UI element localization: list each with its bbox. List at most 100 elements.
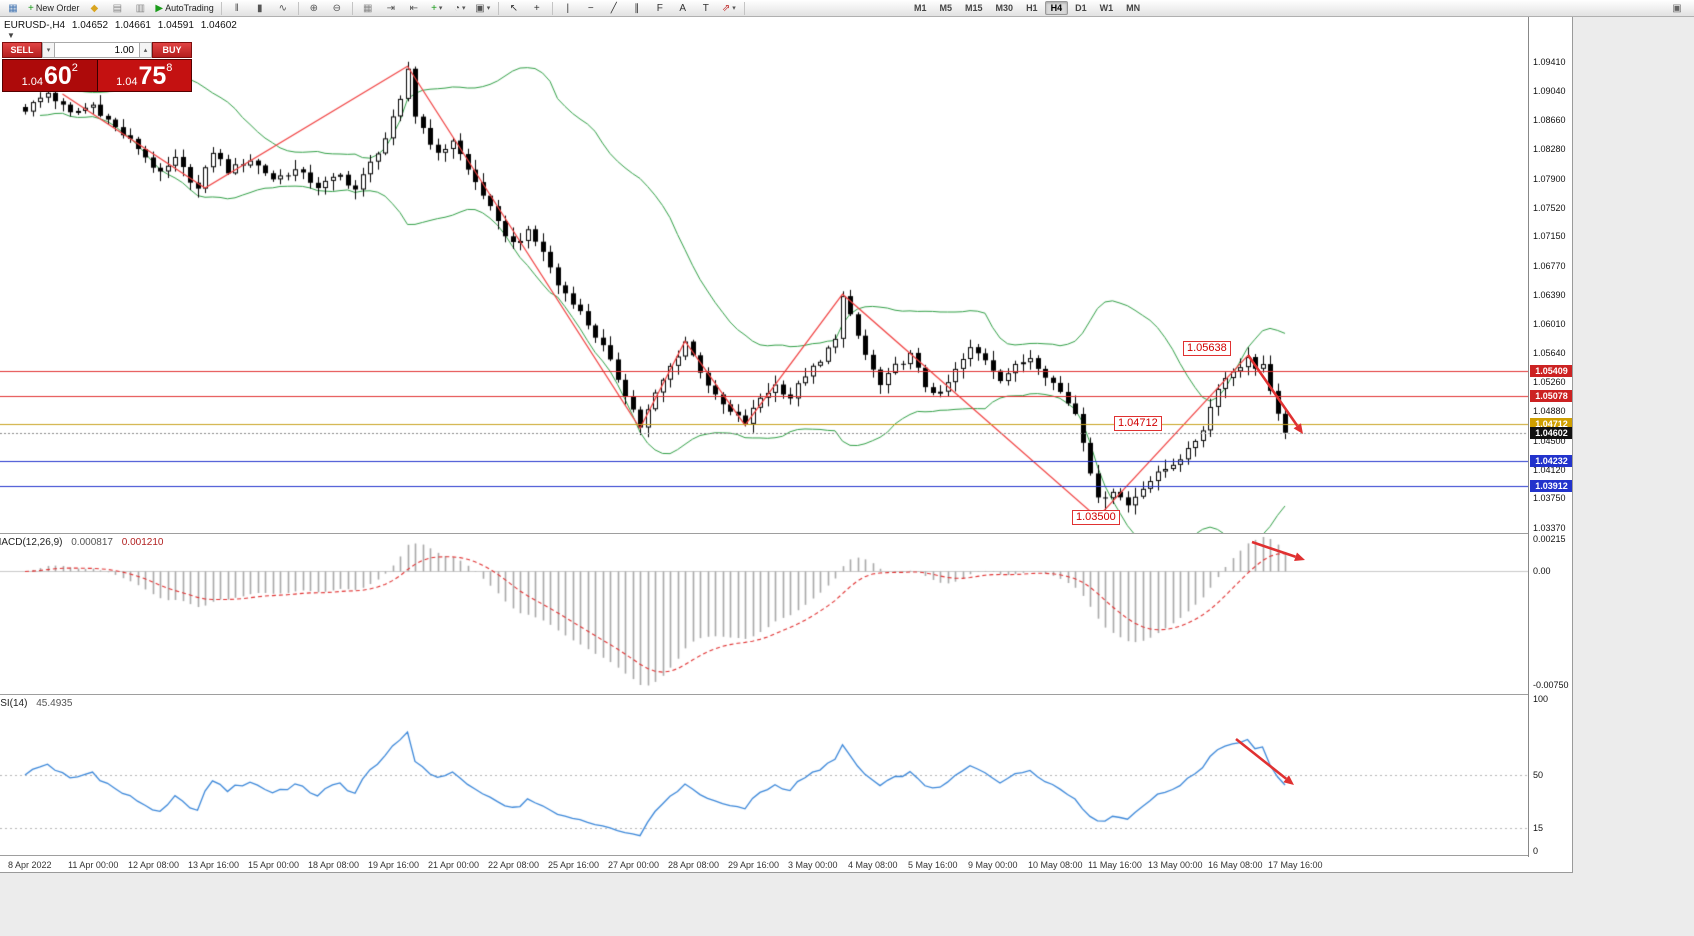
time-label: 15 Apr 00:00 (248, 860, 300, 870)
arrows-tool-icon[interactable]: ⇗ ▾ (719, 1, 739, 16)
macd-canvas[interactable] (0, 534, 1528, 694)
timeframe-m1-button[interactable]: M1 (914, 3, 927, 13)
chart-window: 1.09410 1.09040 1.08660 1.08280 1.07900 1.075… (0, 17, 1573, 873)
crosshair-icon-glyph: + (533, 2, 540, 14)
chart-window-icon[interactable]: ▦ (3, 1, 23, 16)
price-tick-label: 1.03370 (1533, 522, 1566, 533)
price-chart-canvas[interactable] (0, 17, 1528, 533)
timeframe-w1-button[interactable]: W1 (1099, 3, 1114, 13)
sell-button[interactable]: SELL (2, 42, 42, 58)
toolbar-separator (497, 1, 499, 15)
time-label: 22 Apr 08:00 (488, 860, 540, 870)
volume-input[interactable]: 1.00 (55, 42, 139, 58)
time-label: 17 May 16:00 (1268, 860, 1323, 870)
price-tick-label: 1.03750 (1533, 493, 1566, 504)
new-order-button[interactable]: + New Order (26, 1, 81, 16)
horizontal-line-icon[interactable]: − (581, 1, 601, 16)
price-annotation[interactable]: 1.03500 (1072, 510, 1120, 525)
time-label: 28 Apr 08:00 (668, 860, 720, 870)
macd-tick-label: 0.00 (1533, 566, 1551, 577)
autotrading-button[interactable]: ▶ AutoTrading (153, 1, 215, 16)
time-label: 5 May 16:00 (908, 860, 958, 870)
tile-windows-icon[interactable]: ▦ (358, 1, 378, 16)
dropdown-arrow-icon: ▾ (462, 5, 466, 12)
oneclick-collapse-icon[interactable]: ▼ (7, 31, 15, 40)
price-annotation[interactable]: 1.05638 (1183, 341, 1231, 356)
price-tick-label: 1.05640 (1533, 347, 1566, 358)
timeframe-h4-button[interactable]: H4 (1044, 1, 1069, 15)
trendline-icon[interactable]: ╱ (604, 1, 624, 16)
fibonacci-icon[interactable]: F (650, 1, 670, 16)
zoom-in-icon-glyph: ⊕ (309, 2, 318, 14)
rsi-canvas[interactable] (0, 695, 1528, 855)
bid-prefix: 1.04 (21, 76, 43, 88)
cursor-icon[interactable]: ↖ (504, 1, 524, 16)
trendline-icon-glyph: ╱ (610, 2, 617, 14)
timeframe-d1-button[interactable]: D1 (1075, 3, 1087, 13)
chart-profiles-icon[interactable]: ◆ (84, 1, 104, 16)
time-label: 9 May 00:00 (968, 860, 1018, 870)
ask-point: 8 (166, 62, 173, 74)
chart-profiles-icon-glyph: ◆ (90, 2, 99, 14)
auto-scroll-icon[interactable]: ⇥ (381, 1, 401, 16)
time-label: 21 Apr 00:00 (428, 860, 480, 870)
templates-icon[interactable]: ▣ ▾ (473, 1, 493, 16)
bar-chart-icon-glyph: ‖ (234, 2, 239, 14)
help-docs-icon[interactable]: ▣ (1667, 1, 1687, 16)
data-window-icon[interactable]: ▥ (130, 1, 150, 16)
text-icon[interactable]: A (673, 1, 693, 16)
channel-icon-glyph: ∥ (634, 2, 640, 14)
crosshair-icon[interactable]: + (527, 1, 547, 16)
chart-window-icon-glyph: ▦ (8, 2, 18, 14)
time-label: 11 May 16:00 (1088, 860, 1142, 870)
rsi-value: 45.4935 (36, 698, 73, 709)
rsi-tick-label: 0 (1533, 846, 1539, 856)
periods-icon[interactable]: ◔ ▾ (450, 1, 470, 16)
bar-chart-icon[interactable]: ‖ (227, 1, 247, 16)
pane-separator-1[interactable] (0, 533, 1572, 534)
zoom-in-icon[interactable]: ⊕ (304, 1, 324, 16)
volume-up-button[interactable]: ▴ (139, 42, 152, 58)
price-axis[interactable]: 1.09410 1.09040 1.08660 1.08280 1.07900 1.075… (1528, 17, 1572, 857)
timeframe-m5-button[interactable]: M5 (939, 3, 953, 13)
price-tick-label: 1.05260 (1533, 377, 1566, 388)
ask-prefix: 1.04 (116, 76, 138, 88)
candlestick-chart-icon[interactable]: ▮ (250, 1, 270, 16)
bid-price[interactable]: 1.04 60 2 (3, 60, 97, 91)
auto-scroll-icon-glyph: ⇥ (386, 2, 395, 14)
time-label: 25 Apr 16:00 (548, 860, 600, 870)
price-tick-label: 1.04120 (1533, 464, 1566, 475)
macd-tick-label: 0.00215 (1533, 533, 1566, 544)
bid-pips: 60 (43, 62, 72, 90)
buy-button[interactable]: BUY (152, 42, 192, 58)
time-axis[interactable]: 8 Apr 2022 11 Apr 00:00 12 Apr 08:00 13 Apr… (0, 857, 1572, 872)
price-level-tag: 1.05409 (1530, 364, 1572, 377)
price-annotation[interactable]: 1.04712 (1114, 416, 1162, 431)
market-watch-icon[interactable]: ▤ (107, 1, 127, 16)
dropdown-arrow-icon: ▾ (732, 5, 736, 12)
market-watch-icon-glyph: ▤ (112, 2, 123, 14)
time-axis-separator (0, 855, 1572, 856)
line-chart-icon[interactable]: ∿ (273, 1, 293, 16)
ask-price[interactable]: 1.04 75 8 (97, 60, 191, 91)
pane-separator-2[interactable] (0, 694, 1572, 695)
dropdown-arrow-icon: ▾ (486, 5, 491, 12)
price-tick-label: 1.07150 (1533, 231, 1566, 242)
toolbar-right: ▣ (1667, 1, 1691, 16)
channel-icon[interactable]: ∥ (627, 1, 647, 16)
timeframe-m15-button[interactable]: M15 (965, 3, 983, 13)
timeframe-mn-button[interactable]: MN (1126, 3, 1141, 13)
price-tick-label: 1.06010 (1533, 319, 1566, 330)
time-label: 11 Apr 00:00 (68, 860, 119, 870)
indicators-icon[interactable]: + ▾ (427, 1, 447, 16)
price-tick-label: 1.07900 (1533, 173, 1566, 184)
volume-down-button[interactable]: ▾ (42, 42, 55, 58)
timeframe-h1-button[interactable]: H1 (1026, 3, 1038, 13)
arrows-tool-icon-glyph: ⇗ (721, 2, 731, 14)
zoom-out-icon[interactable]: ⊖ (327, 1, 347, 16)
text-label-icon[interactable]: T (696, 1, 716, 16)
chart-shift-icon[interactable]: ⇤ (404, 1, 424, 16)
timeframe-m30-button[interactable]: M30 (995, 3, 1014, 13)
vertical-line-icon[interactable]: | (558, 1, 578, 16)
time-label: 13 May 00:00 (1148, 860, 1203, 870)
